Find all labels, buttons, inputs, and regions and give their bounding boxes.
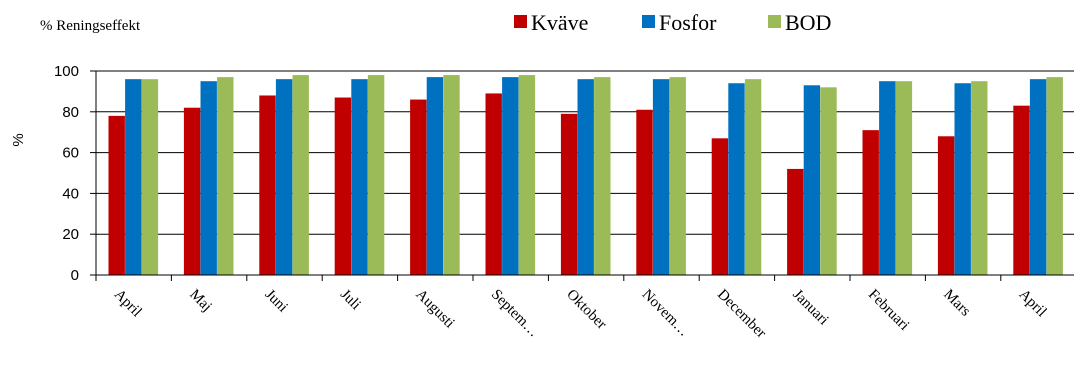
x-tick-labels: April Maj Juni Juli Augusti Septem… Oktober Nov… <box>111 287 1050 342</box>
legend-swatch-kväve <box>514 15 527 28</box>
bar-fosfor-11 <box>954 83 971 276</box>
chart-title: % Reningseffekt <box>40 18 141 34</box>
bar-fosfor-9 <box>803 85 821 275</box>
bar-fosfor-8 <box>728 83 745 276</box>
bar-kv-ve-1 <box>183 107 201 275</box>
y-tick-label: 100 <box>54 63 79 80</box>
bar-kv-ve-7 <box>636 109 653 275</box>
legend: Kväve Fosfor BOD <box>514 10 831 35</box>
x-tick-label: Mars <box>940 287 973 320</box>
bar-kv-ve-12 <box>1013 105 1030 276</box>
bar-fosfor-12 <box>1029 79 1047 275</box>
bar-fosfor-10 <box>879 81 896 275</box>
y-tick-label: 60 <box>62 145 79 162</box>
bar-bod-1 <box>217 77 234 276</box>
bar-bod-6 <box>594 77 611 276</box>
y-tick-label: 80 <box>62 104 79 121</box>
legend-swatch-bod <box>768 15 781 28</box>
bar-bod-7 <box>669 77 686 276</box>
x-tick-label: April <box>111 287 145 321</box>
x-tick-label: Januari <box>789 287 831 329</box>
bar-bod-3 <box>367 75 385 275</box>
axes <box>90 70 1074 281</box>
bar-bod-10 <box>895 81 913 275</box>
bar-bod-4 <box>443 75 460 275</box>
legend-label: Kväve <box>531 10 588 35</box>
bar-fosfor-3 <box>351 79 368 275</box>
bar-kv-ve-6 <box>560 113 578 275</box>
bar-kv-ve-9 <box>787 168 804 275</box>
x-tick-label: Oktober <box>563 287 609 333</box>
bar-kv-ve-5 <box>485 93 502 275</box>
bar-kv-ve-2 <box>259 95 276 275</box>
bar-kv-ve-4 <box>410 99 427 275</box>
bar-fosfor-1 <box>200 81 217 275</box>
x-tick-label: Augusti <box>412 287 457 332</box>
y-tick-label: 40 <box>62 185 79 202</box>
x-tick-label: Juni <box>262 287 291 316</box>
bar-kv-ve-11 <box>937 136 955 275</box>
bar-bod-5 <box>518 75 536 275</box>
x-tick-label: Maj <box>186 287 214 315</box>
bar-fosfor-0 <box>125 79 142 275</box>
y-tick-label: 0 <box>71 267 79 284</box>
bar-bod-9 <box>820 87 837 275</box>
bars <box>108 75 1063 276</box>
bar-bod-11 <box>971 81 988 275</box>
bar-kv-ve-8 <box>711 138 729 275</box>
bar-fosfor-6 <box>577 79 594 275</box>
x-tick-label: Juli <box>337 287 364 314</box>
legend-label: BOD <box>785 10 831 35</box>
bar-bod-8 <box>744 79 762 275</box>
bar-bod-2 <box>292 75 309 275</box>
legend-label: Fosfor <box>659 10 717 35</box>
x-tick-label: December <box>714 287 769 342</box>
x-tick-label: Novem… <box>639 287 692 340</box>
y-tick-label: 20 <box>62 226 79 243</box>
bar-fosfor-7 <box>652 79 670 275</box>
bar-fosfor-2 <box>275 79 293 275</box>
bar-fosfor-4 <box>426 77 444 276</box>
bar-kv-ve-3 <box>334 97 352 276</box>
bar-bod-12 <box>1046 77 1063 276</box>
bar-fosfor-5 <box>502 77 519 276</box>
y-tick-labels: 0 20 40 60 80 100 <box>54 63 79 284</box>
bar-bod-0 <box>141 79 159 275</box>
legend-swatch-fosfor <box>642 15 655 28</box>
x-tick-label: Februari <box>865 287 912 334</box>
bar-kv-ve-10 <box>862 130 879 275</box>
x-tick-label: April <box>1016 287 1050 321</box>
bar-kv-ve-0 <box>108 115 125 275</box>
x-tick-label: Septem… <box>488 287 542 341</box>
y-axis-label: % <box>10 133 27 146</box>
